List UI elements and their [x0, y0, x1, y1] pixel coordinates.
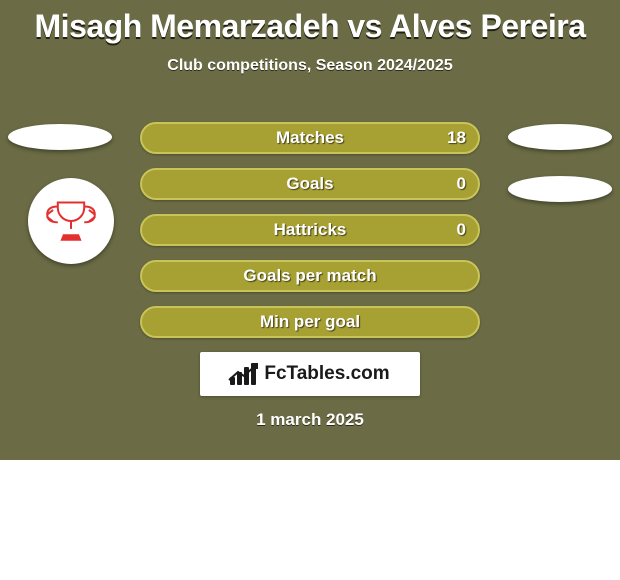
stat-row: Min per goal	[140, 306, 480, 338]
player-right-placeholder-2	[508, 176, 612, 202]
stats-list: Matches 18 Goals 0 Hattricks 0 Goals per…	[140, 122, 480, 352]
stat-row: Goals per match	[140, 260, 480, 292]
fctables-badge[interactable]: FcTables.com	[200, 352, 420, 396]
date-label: 1 march 2025	[0, 410, 620, 430]
player-left-placeholder	[8, 124, 112, 150]
stat-label: Min per goal	[142, 312, 478, 332]
stat-label: Matches	[142, 128, 478, 148]
bars-icon	[230, 363, 258, 385]
stat-label: Goals per match	[142, 266, 478, 286]
stat-value: 18	[446, 128, 466, 148]
comparison-card: Misagh Memarzadeh vs Alves Pereira Club …	[0, 0, 620, 460]
brand-text: FcTables.com	[264, 363, 389, 385]
stat-label: Goals	[142, 174, 478, 194]
page-title: Misagh Memarzadeh vs Alves Pereira	[0, 0, 620, 45]
page-subtitle: Club competitions, Season 2024/2025	[0, 57, 620, 75]
stat-value: 0	[446, 174, 466, 194]
stat-row: Matches 18	[140, 122, 480, 154]
stat-row: Hattricks 0	[140, 214, 480, 246]
club-logo	[28, 178, 114, 264]
stat-value: 0	[446, 220, 466, 240]
trophy-icon	[38, 194, 104, 248]
player-right-placeholder	[508, 124, 612, 150]
stat-row: Goals 0	[140, 168, 480, 200]
stat-label: Hattricks	[142, 220, 478, 240]
